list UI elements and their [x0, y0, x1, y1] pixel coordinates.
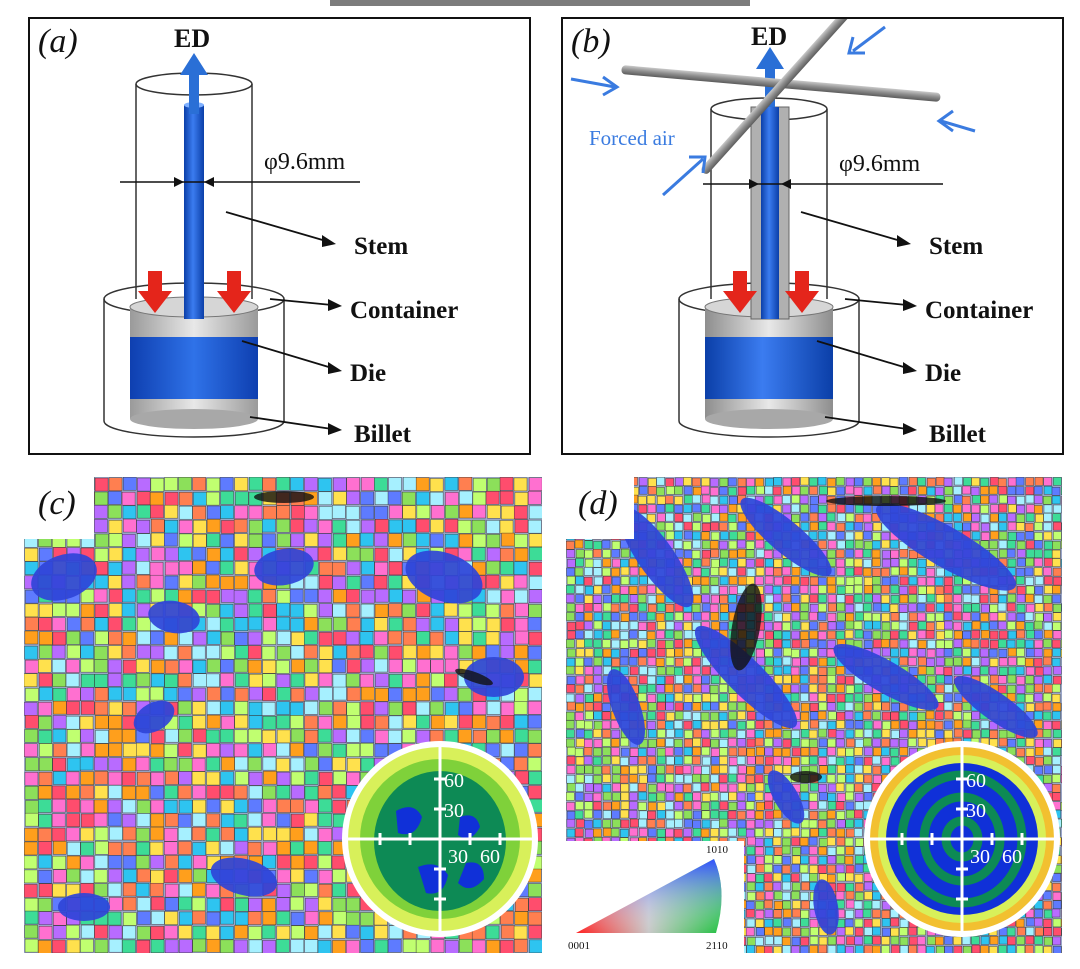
pole-tick-c-60-top: 60	[444, 770, 464, 792]
container-label-b: Container	[925, 297, 1033, 324]
panel-d-label: (d)	[566, 477, 634, 539]
die-label-b: Die	[925, 360, 961, 387]
panel-d: (d) 0001 2110 1010	[565, 476, 1071, 955]
stem-label-b: Stem	[929, 233, 983, 260]
ipf-label-1010: 1010	[706, 844, 729, 856]
billet-label-a: Billet	[354, 421, 412, 448]
ed-label-a: ED	[174, 24, 210, 53]
panel-b-label: (b)	[571, 23, 611, 61]
panel-c-label: (c)	[24, 477, 94, 539]
pole-tick-d-30-top: 30	[966, 800, 986, 822]
die-label-a: Die	[350, 360, 386, 387]
ipf-color-key: 0001 2110 1010	[566, 841, 744, 953]
forced-air-arrows	[570, 25, 976, 197]
ipf-label-0001: 0001	[568, 940, 590, 952]
ipf-label-2110: 2110	[706, 940, 728, 952]
billet-label-b: Billet	[929, 421, 987, 448]
pole-figure-d: 60 30 30 60	[864, 741, 1060, 937]
panel-a: (a) ED	[28, 17, 531, 455]
diameter-label-b: φ9.6mm	[839, 151, 921, 177]
diameter-label-a: φ9.6mm	[264, 149, 346, 175]
pole-tick-c-30-top: 30	[444, 800, 464, 822]
panel-a-label: (a)	[38, 23, 78, 61]
panel-c: (c) 60 30 30 60	[23, 476, 543, 954]
panel-b: (b) ED	[561, 0, 1064, 455]
ed-label-b: ED	[751, 22, 787, 51]
pole-tick-c-60-right: 60	[480, 846, 500, 868]
pole-tick-c-30-right: 30	[448, 846, 468, 868]
extrusion-schematic-a: ED φ9.6mm Stem Container Die Billet	[103, 24, 458, 448]
extrusion-schematic-b: ED Forced air φ9.6mm Stem Container	[570, 0, 1033, 448]
stem-label-a: Stem	[354, 233, 408, 260]
container-label-a: Container	[350, 297, 458, 324]
pole-figure-c: 60 30 30 60	[342, 741, 538, 937]
forced-air-label: Forced air	[589, 126, 675, 150]
top-cropped-caption	[330, 0, 750, 6]
pole-tick-d-60-right: 60	[1002, 846, 1022, 868]
pole-tick-d-60-top: 60	[966, 770, 986, 792]
pole-tick-d-30-right: 30	[970, 846, 990, 868]
